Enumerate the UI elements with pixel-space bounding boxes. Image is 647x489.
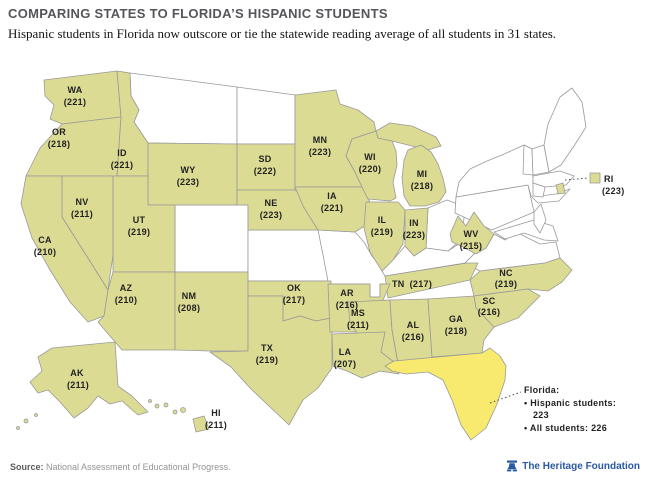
state-label-wi: WI (220) [359, 152, 382, 174]
state-label-ca: CA (210) [34, 235, 57, 257]
source-note: Source: National Assessment of Education… [10, 462, 231, 472]
alaska-island [16, 426, 20, 430]
hawaii-island [154, 403, 160, 409]
state-label-ut: UT (219) [128, 215, 151, 237]
ri-legend: RI (223) [564, 172, 625, 196]
state-wv [449, 211, 495, 255]
state-mi [401, 144, 447, 207]
highlighted-states [16, 70, 573, 433]
state-label-il: IL (219) [371, 215, 394, 237]
state-fl [384, 347, 507, 441]
page-subtitle: Hispanic students in Florida now outscor… [8, 26, 557, 41]
alaska-island [34, 413, 38, 417]
florida-callout: Florida: • Hispanic students: 223 • All … [489, 385, 616, 433]
state-label-la: LA (207) [334, 347, 357, 369]
state-label-az: AZ (210) [115, 283, 138, 305]
state-label-ga: GA (218) [445, 314, 468, 336]
state-label-ar: AR (216) [336, 288, 359, 310]
state-la [331, 331, 400, 379]
hawaii-island [163, 402, 169, 408]
state-tx [209, 295, 333, 426]
florida-callout-hispanic-value: 223 [533, 410, 549, 420]
hawaii-big-island [192, 415, 210, 433]
hawaii-island [172, 409, 178, 415]
state-az [97, 271, 176, 351]
state-label-id: ID (221) [111, 148, 134, 170]
state-label-sc: SC (216) [478, 296, 501, 317]
hawaii-island [180, 407, 186, 413]
state-label-in: IN (223) [403, 218, 426, 240]
state-label-tn: TN (217) [392, 279, 432, 289]
state-label-nv: NV (211) [71, 197, 93, 219]
alaska-island [23, 418, 29, 424]
state-label-ak: AK (211) [67, 368, 89, 390]
state-id [116, 70, 149, 177]
state-sc [473, 288, 541, 328]
state-ak [29, 341, 149, 419]
state-ks [247, 229, 329, 282]
state-ct [532, 182, 546, 198]
hawaii-island [148, 399, 152, 403]
state-label-nm: NM (208) [178, 291, 201, 313]
state-il [363, 201, 406, 272]
source-text: National Assessment of Educational Progr… [43, 462, 231, 472]
state-hi [148, 399, 210, 433]
state-labels: WA (221) OR (218) ID (221) WY (223) NV (211) … [34, 85, 518, 430]
brand-name: The Heritage Foundation [522, 460, 640, 472]
state-label-ne: NE (223) [260, 198, 283, 220]
state-label-ms: MS (211) [347, 308, 369, 330]
state-nm [174, 271, 249, 352]
state-label-al: AL (216) [402, 320, 425, 342]
state-mi-upper-peninsula [375, 122, 442, 151]
state-nj [533, 203, 547, 234]
non-highlighted-states [129, 72, 587, 298]
state-ri [555, 182, 566, 195]
ri-legend-label: RI (223) [602, 174, 625, 196]
state-tn [384, 262, 479, 299]
state-vt [522, 144, 534, 176]
ri-swatch [589, 172, 601, 184]
florida-callout-title: Florida: [524, 385, 559, 395]
state-nd [236, 86, 296, 145]
state-mt [129, 72, 238, 145]
state-me [543, 87, 587, 173]
liberty-bell-icon [507, 460, 518, 472]
page-title: COMPARING STATES TO FLORIDA’S HISPANIC S… [8, 6, 388, 21]
state-label-tx: TX (219) [256, 343, 279, 365]
state-label-or: OR (218) [48, 127, 71, 149]
florida-callout-all: • All students: 226 [524, 423, 607, 433]
state-label-mi: MI (218) [411, 169, 434, 191]
state-label-sd: SD (222) [254, 154, 277, 176]
state-or [25, 116, 122, 177]
state-label-mn: MN (223) [309, 135, 332, 157]
state-label-hi: HI (211) [205, 408, 227, 430]
source-label: Source: [10, 462, 44, 472]
state-label-ia: IA (221) [321, 191, 344, 213]
state-label-wa: WA (221) [64, 85, 87, 107]
state-co [174, 204, 249, 273]
state-ca [20, 175, 109, 323]
florida-callout-hispanic: • Hispanic students: [524, 398, 616, 408]
florida-leader-line [489, 391, 522, 404]
state-label-ok: OK (217) [283, 283, 306, 305]
state-label-nc: NC (219) [495, 268, 518, 289]
state-label-wv: WV (215) [460, 229, 483, 251]
heritage-foundation-brand: The Heritage Foundation [506, 460, 640, 472]
state-in [404, 207, 429, 257]
state-label-wy: WY (223) [177, 165, 200, 187]
